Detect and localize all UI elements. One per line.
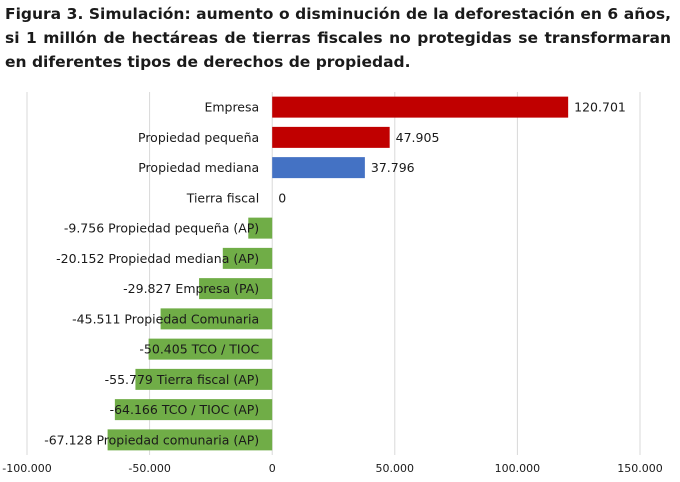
x-tick-label: 150.000 bbox=[617, 462, 663, 475]
category-label: Propiedad mediana bbox=[138, 160, 259, 175]
bars bbox=[107, 96, 569, 451]
bar bbox=[199, 278, 273, 300]
value-label: 120.701 bbox=[574, 100, 626, 115]
bar bbox=[248, 217, 273, 239]
figure-title: Figura 3. Simulación: aumento o disminuc… bbox=[5, 5, 671, 71]
value-label: -50.405 bbox=[139, 342, 187, 357]
bar bbox=[272, 126, 390, 148]
value-label: -9.756 bbox=[64, 221, 104, 236]
category-label: Propiedad Comunaria bbox=[124, 311, 259, 326]
x-axis-ticks: -100.000 -50.000 0 50.000 100.000 150.000 bbox=[2, 462, 662, 475]
category-label: Propiedad mediana (AP) bbox=[108, 251, 259, 266]
x-tick-label: 50.000 bbox=[376, 462, 415, 475]
x-tick-label: -100.000 bbox=[2, 462, 51, 475]
value-label: 37.796 bbox=[371, 160, 415, 175]
bar bbox=[160, 308, 273, 330]
category-label: Empresa (PA) bbox=[175, 281, 259, 296]
bar bbox=[107, 429, 273, 451]
grid-lines bbox=[26, 92, 641, 455]
value-label: -64.166 bbox=[110, 402, 158, 417]
value-label: 0 bbox=[278, 190, 286, 205]
value-label: -67.128 bbox=[44, 432, 92, 447]
value-label: -45.511 bbox=[72, 311, 120, 326]
bar bbox=[222, 247, 273, 269]
category-label: Empresa bbox=[204, 100, 259, 115]
category-label: TCO / TIOC (AP) bbox=[161, 402, 259, 417]
x-tick-label: 100.000 bbox=[495, 462, 541, 475]
value-label: -55.779 bbox=[105, 372, 153, 387]
bar bbox=[148, 338, 273, 360]
category-label: Propiedad pequeña (AP) bbox=[108, 221, 259, 236]
category-label: TCO / TIOC bbox=[191, 342, 260, 357]
labels: Empresa 120.701 Propiedad pequeña 47.905 Pro… bbox=[44, 100, 626, 448]
bar bbox=[114, 399, 273, 421]
value-label: -20.152 bbox=[56, 251, 104, 266]
bar bbox=[135, 368, 273, 390]
value-label: -29.827 bbox=[123, 281, 171, 296]
x-tick-label: -50.000 bbox=[128, 462, 170, 475]
category-label: Propiedad pequeña bbox=[138, 130, 259, 145]
bar bbox=[272, 157, 365, 179]
category-label: Tierra fiscal (AP) bbox=[156, 372, 259, 387]
x-tick-label: 0 bbox=[269, 462, 276, 475]
category-label: Propiedad comunaria (AP) bbox=[96, 432, 259, 447]
category-label: Tierra fiscal bbox=[186, 190, 260, 205]
bar bbox=[272, 96, 569, 118]
value-label: 47.905 bbox=[396, 130, 440, 145]
